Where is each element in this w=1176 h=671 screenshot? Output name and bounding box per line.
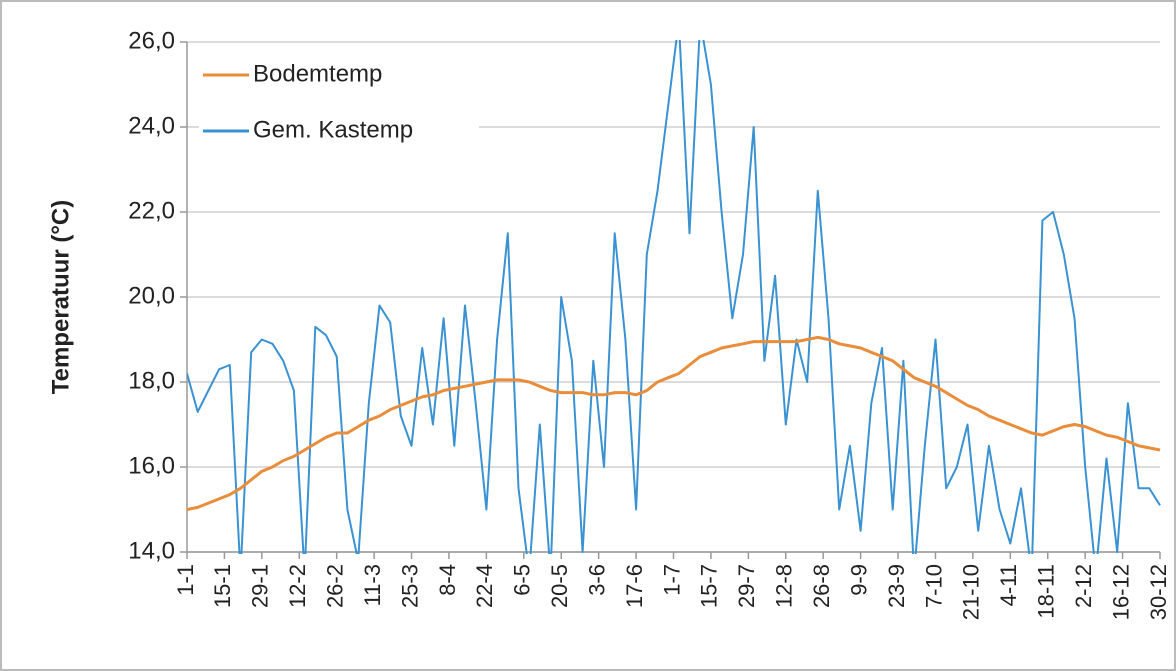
x-tick-label: 12-8 bbox=[772, 564, 797, 608]
x-tick-label: 16-12 bbox=[1108, 564, 1133, 620]
x-tick-label: 25-3 bbox=[397, 564, 422, 608]
data-line bbox=[187, 335, 1161, 511]
y-tick-label: 26,0 bbox=[128, 27, 175, 54]
y-axis-label: Temperatuur (°C) bbox=[47, 200, 74, 395]
x-tick-label: 26-8 bbox=[809, 564, 834, 608]
x-tick-label: 22-4 bbox=[472, 564, 497, 608]
x-tick-label: 18-11 bbox=[1034, 564, 1059, 619]
legend-box bbox=[199, 51, 479, 163]
x-tick-label: 11-3 bbox=[360, 564, 385, 606]
legend-label: Gem. Kastemp bbox=[253, 116, 413, 143]
y-tick-label: 16,0 bbox=[128, 452, 175, 479]
data-line bbox=[187, 40, 1161, 554]
x-tick-label: 17-6 bbox=[622, 564, 647, 608]
y-tick-label: 14,0 bbox=[128, 537, 175, 564]
x-tick-label: 20-5 bbox=[547, 564, 572, 608]
x-tick-label: 6-5 bbox=[510, 564, 535, 596]
legend-label: Bodemtemp bbox=[253, 60, 382, 87]
x-tick-label: 23-9 bbox=[884, 564, 909, 608]
x-tick-label: 15-1 bbox=[210, 564, 235, 608]
x-tick-label: 2-12 bbox=[1071, 564, 1096, 608]
x-tick-label: 21-10 bbox=[959, 564, 984, 620]
x-tick-label: 8-4 bbox=[435, 564, 460, 596]
x-tick-label: 9-9 bbox=[846, 564, 871, 596]
x-tick-label: 7-10 bbox=[921, 564, 946, 608]
y-tick-label: 20,0 bbox=[128, 282, 175, 309]
x-tick-label: 1-7 bbox=[659, 564, 684, 596]
x-tick-label: 3-6 bbox=[584, 564, 609, 596]
x-tick-label: 29-1 bbox=[248, 564, 273, 608]
y-tick-label: 24,0 bbox=[128, 112, 175, 139]
x-tick-label: 1-1 bbox=[173, 564, 198, 596]
x-tick-label: 12-2 bbox=[285, 564, 310, 608]
y-tick-label: 22,0 bbox=[128, 197, 175, 224]
x-tick-label: 4-11 bbox=[996, 564, 1021, 606]
x-tick-label: 30-12 bbox=[1146, 564, 1171, 620]
x-tick-label: 26-2 bbox=[323, 564, 348, 608]
y-tick-label: 18,0 bbox=[128, 367, 175, 394]
x-tick-label: 15-7 bbox=[697, 564, 722, 608]
x-tick-label: 29-7 bbox=[734, 564, 759, 608]
